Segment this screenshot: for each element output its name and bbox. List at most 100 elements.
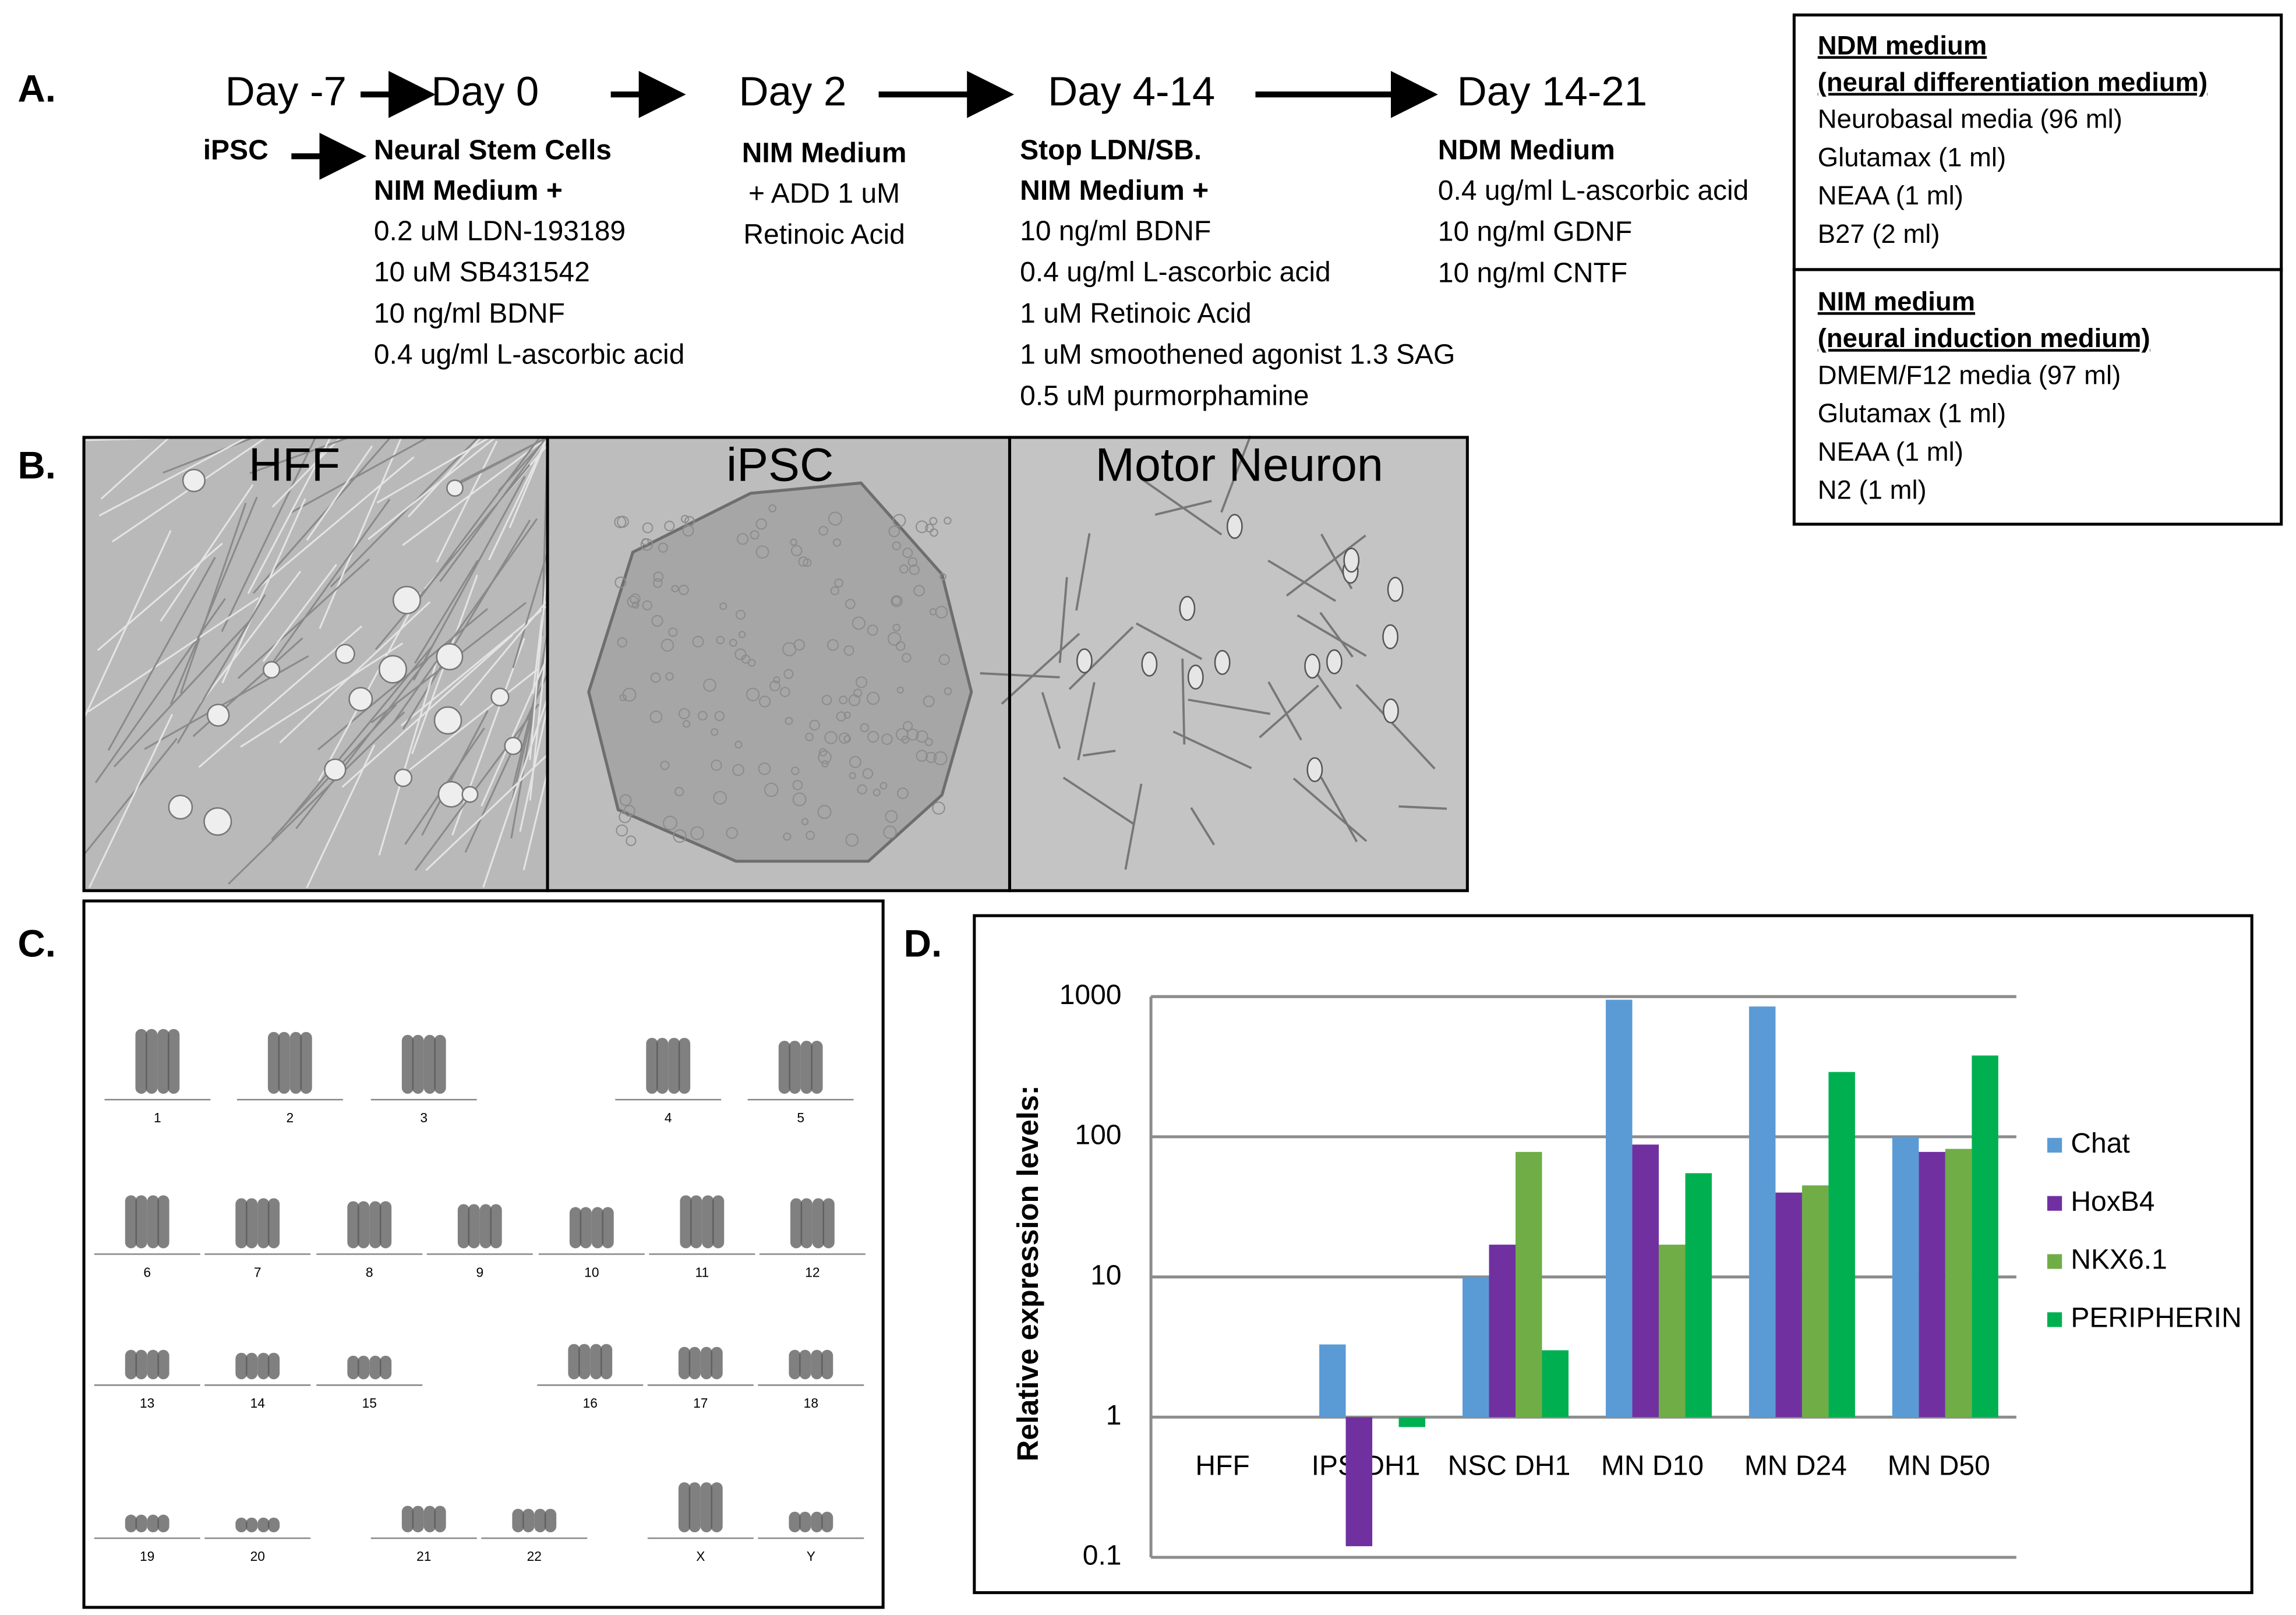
cell [932, 801, 945, 815]
step-line: + ADD 1 uM [748, 178, 900, 209]
chromosome [656, 1037, 669, 1094]
neurite [1267, 559, 1337, 602]
neurite [1190, 807, 1215, 846]
legend-label: PERIPHERIN [2071, 1303, 2241, 1334]
fiber [368, 436, 496, 540]
x-tick-label: MN D10 [1601, 1451, 1704, 1482]
cell [746, 687, 760, 702]
karyotype-number: 15 [362, 1395, 377, 1411]
chromosome [690, 1195, 702, 1249]
cell [824, 731, 838, 744]
chromosome [490, 1204, 502, 1249]
karyotype-number: 7 [254, 1264, 262, 1280]
cell [843, 711, 851, 719]
chromosome [267, 1198, 280, 1249]
photos [82, 435, 1469, 892]
cell [759, 695, 771, 708]
neurite [1181, 658, 1186, 745]
fiber [100, 436, 170, 500]
step-line: 0.2 uM LDN-193189 [374, 215, 626, 246]
y-tick-label: 1000 [1059, 980, 1122, 1010]
cell [750, 530, 760, 540]
chromosome [135, 1349, 147, 1380]
cell [698, 711, 708, 721]
bar [1945, 1148, 1972, 1418]
cell [324, 758, 347, 781]
cell [660, 761, 670, 771]
fiber [402, 520, 531, 730]
cell [805, 732, 814, 741]
step-line: 0.5 uM purmorphamine [1020, 380, 1309, 411]
cell [614, 577, 627, 589]
cell [849, 755, 861, 768]
cell [392, 585, 421, 614]
chromosome [678, 1037, 691, 1094]
cell [879, 782, 888, 790]
fiber [97, 542, 223, 651]
step-heading: NIM Medium + [1020, 175, 1209, 206]
fiber [510, 646, 549, 804]
chromosome [146, 1029, 158, 1094]
bar [1463, 1277, 1489, 1418]
cell [617, 637, 627, 648]
legend-swatch [2047, 1137, 2062, 1153]
fiber [306, 445, 373, 541]
chromosome [135, 1514, 147, 1533]
chromosome [534, 1508, 546, 1533]
cell [903, 721, 913, 731]
cell [619, 694, 627, 701]
karyotype-number: 3 [420, 1110, 428, 1125]
fiber [221, 437, 317, 632]
chromosome [678, 1347, 691, 1380]
bar [1919, 1151, 1945, 1418]
cell [817, 805, 832, 819]
cell [913, 585, 925, 597]
x-tick-label: MN D50 [1888, 1451, 1990, 1482]
cell [930, 528, 938, 537]
cell [806, 831, 815, 840]
chromosome [434, 1506, 446, 1533]
step-line: 10 uM SB431542 [374, 257, 590, 288]
cell [734, 740, 743, 749]
fiber [179, 503, 247, 694]
cell [679, 585, 689, 595]
chromosome [369, 1355, 382, 1380]
cell [828, 511, 843, 526]
cell [849, 772, 856, 779]
fiber [408, 437, 541, 614]
cell [848, 694, 861, 706]
neurite [1319, 612, 1354, 658]
fiber [87, 597, 259, 713]
step-line: 10 ng/ml GDNF [1438, 217, 1632, 248]
bar [1345, 1417, 1373, 1546]
step-line: 10 ng/ml BDNF [1020, 215, 1211, 246]
fiber [144, 655, 309, 750]
cell [748, 659, 756, 667]
chromosome [680, 1195, 692, 1249]
fiber [199, 571, 302, 704]
legend-label: NKX6.1 [2071, 1245, 2167, 1275]
chromosome [347, 1355, 359, 1380]
neurite [1140, 478, 1223, 536]
fiber [330, 436, 479, 588]
chromosome [358, 1201, 370, 1249]
fiber [107, 557, 216, 751]
cell [916, 750, 928, 762]
cell [933, 751, 948, 765]
cell [682, 720, 691, 728]
cell [335, 644, 355, 664]
fiber [271, 499, 391, 663]
chromosome [512, 1508, 524, 1533]
chromosome [678, 1482, 691, 1533]
cell [641, 538, 649, 546]
soma [1214, 649, 1231, 675]
fiber [391, 518, 538, 725]
step-line: 0.4 ug/ml L-ascorbic acid [374, 340, 685, 370]
fiber [512, 552, 549, 669]
chromosome [646, 1037, 658, 1094]
fiber [378, 647, 441, 856]
bar [1775, 1192, 1802, 1418]
cell [791, 766, 800, 775]
fiber [163, 436, 255, 474]
